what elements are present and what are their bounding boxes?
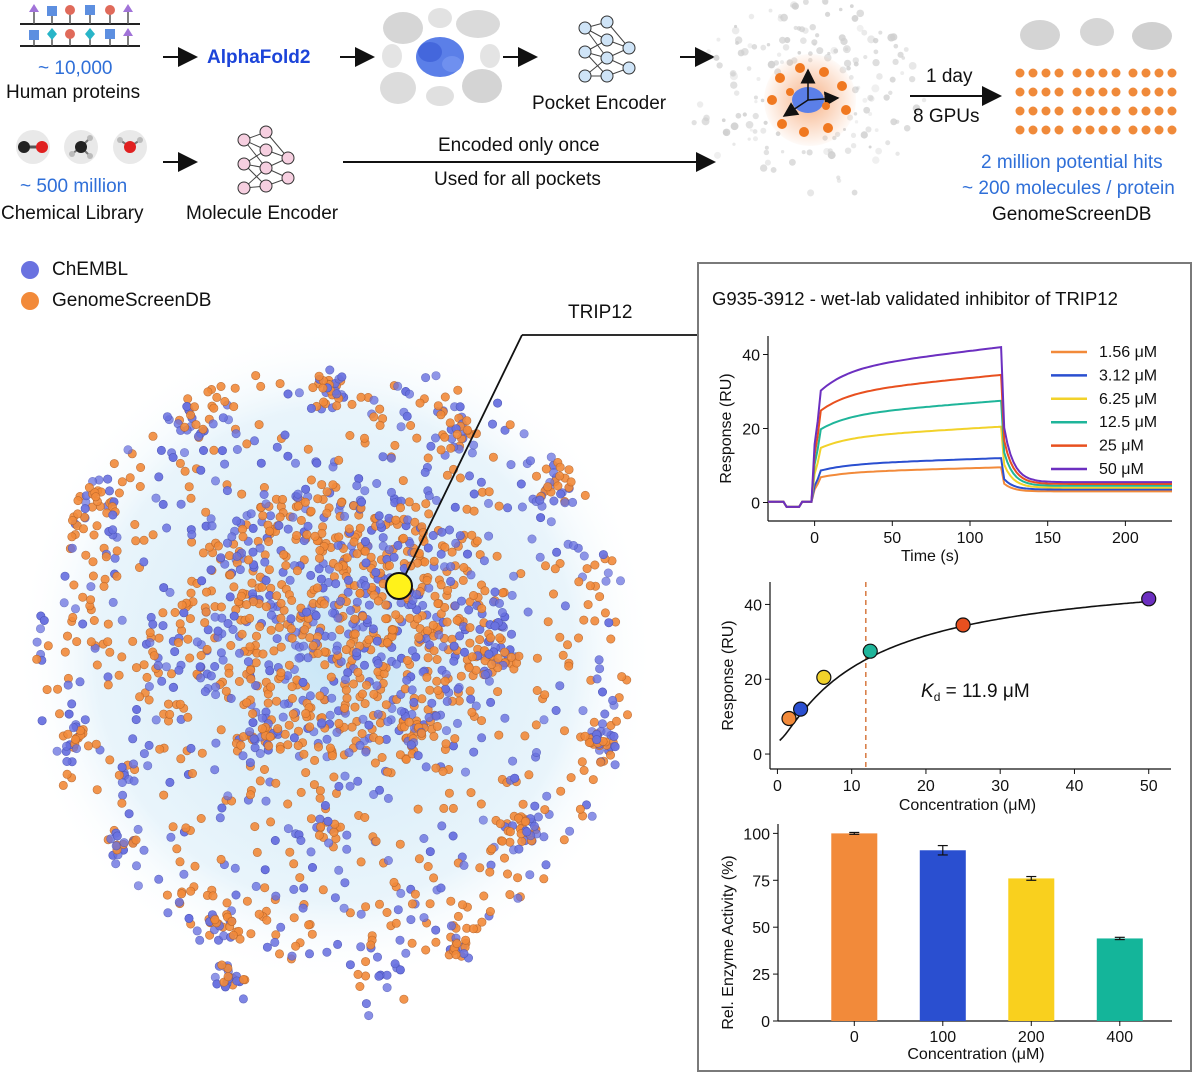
enzyme-bar (919, 850, 966, 1021)
chemical-label: Chemical Library (1, 203, 144, 224)
sensorgram-series-line (768, 466, 1172, 508)
sensorgram-legend-label: 6.25 μM (1099, 391, 1157, 408)
enzyme-xlabel: Concentration (μM) (907, 1046, 1044, 1063)
gpu-label: 8 GPUs (913, 106, 980, 127)
dose-point (862, 643, 878, 659)
protein-label: Human proteins (6, 82, 141, 103)
sensorgram-xtick-label: 0 (810, 530, 819, 547)
dose-xtick-label: 10 (843, 778, 861, 795)
enzyme-ytick-label: 75 (752, 873, 770, 890)
sensorgram-chart: 0 50 100 150 200 0 20 40 Time (s) Response (RU) 1.… (718, 336, 1172, 565)
kd-annotation: Kd = 11.9 μM (921, 681, 1030, 704)
legend-genomescreen-label: GenomeScreenDB (52, 290, 212, 311)
embedding-scatter (15, 325, 697, 1021)
dose-point (816, 669, 832, 685)
legend-markers (21, 261, 39, 310)
enzyme-ytick-label: 0 (761, 1014, 770, 1031)
sensorgram-xtick-label: 100 (957, 530, 984, 547)
enzyme-ytick-label: 50 (752, 920, 770, 937)
protein-count: ~ 10,000 (38, 58, 113, 79)
sensorgram-legend-label: 3.12 μM (1099, 367, 1157, 384)
molecule-icons (16, 130, 147, 164)
enzyme-bar (1096, 938, 1143, 1021)
molecule-encoder-label: Molecule Encoder (186, 203, 339, 224)
alphafold-label: AlphaFold2 (207, 47, 311, 68)
trip12-marker (385, 572, 413, 600)
enzyme-xtick-label: 400 (1106, 1029, 1133, 1046)
pipeline-graphics (16, 0, 1177, 197)
enzyme-bar (831, 833, 878, 1021)
used-for-all-label: Used for all pockets (434, 169, 601, 190)
dose-xtick-label: 50 (1140, 778, 1158, 795)
sensorgram-ytick-label: 40 (742, 348, 760, 365)
sensorgram-ytick-label: 20 (742, 422, 760, 439)
trip12-label: TRIP12 (568, 302, 633, 323)
dose-xtick-label: 30 (991, 778, 1009, 795)
dose-point (955, 617, 971, 633)
dose-point (781, 710, 797, 727)
sensorgram-legend-label: 12.5 μM (1099, 414, 1157, 431)
dose-ytick-label: 20 (744, 672, 762, 689)
sensorgram-xtick-label: 150 (1034, 530, 1061, 547)
enzyme-xtick-label: 0 (850, 1029, 859, 1046)
enzyme-bar (1008, 878, 1055, 1021)
trip12-callout-line (399, 334, 523, 587)
hits-label: 2 million potential hits (981, 152, 1163, 173)
pocket-encoder-network-icon (578, 15, 636, 83)
chemical-count: ~ 500 million (20, 176, 128, 197)
legend-chembl-marker (21, 261, 39, 279)
dose-ytick-label: 0 (753, 747, 762, 764)
hit-grid-icon (1015, 18, 1177, 135)
enzyme-ylabel: Rel. Enzyme Activity (%) (720, 855, 737, 1029)
db-name-label: GenomeScreenDB (992, 204, 1152, 225)
pocket-encoder-label: Pocket Encoder (532, 93, 667, 114)
sensorgram-series-line (768, 457, 1172, 508)
per-protein-label: ~ 200 molecules / protein (962, 178, 1175, 199)
sensorgram-legend-label: 50 μM (1099, 461, 1144, 478)
enzyme-ytick-label: 25 (752, 967, 770, 984)
legend-chembl-label: ChEMBL (52, 259, 129, 280)
dose-xtick-label: 20 (917, 778, 935, 795)
legend-genomescreen-marker (21, 292, 39, 310)
enzyme-xtick-label: 200 (1018, 1029, 1045, 1046)
panel-title: G935-3912 - wet-lab validated inhibitor … (712, 288, 1118, 309)
dose-xtick-label: 40 (1066, 778, 1084, 795)
sensorgram-ylabel: Response (RU) (718, 373, 735, 483)
time-label: 1 day (926, 66, 973, 87)
encoded-once-label: Encoded only once (438, 135, 600, 156)
screening-sphere-icon (691, 0, 927, 197)
sensorgram-xlabel: Time (s) (901, 548, 959, 565)
dose-ytick-label: 40 (744, 597, 762, 614)
sensorgram-xtick-label: 200 (1112, 530, 1139, 547)
sensorgram-series-line (768, 373, 1172, 508)
sensorgram-xtick-label: 50 (883, 530, 901, 547)
dose-xlabel: Concentration (μM) (899, 797, 1036, 814)
dose-point (1141, 591, 1157, 607)
sensorgram-legend-label: 1.56 μM (1099, 344, 1157, 361)
molecule-encoder-network-icon (237, 125, 295, 195)
enzyme-ytick-label: 100 (743, 826, 770, 843)
enzyme-xtick-label: 100 (929, 1029, 956, 1046)
protein-structures-icon (380, 8, 502, 106)
dose-point (792, 701, 809, 717)
dose-xtick-label: 0 (773, 778, 782, 795)
sensorgram-series-line (768, 345, 1172, 508)
sensorgram-ytick-label: 0 (751, 496, 760, 513)
sensorgram-series-line (768, 425, 1172, 508)
protein-sequence-icon (20, 4, 140, 47)
sensorgram-series-line (768, 399, 1172, 508)
sensorgram-legend-label: 25 μM (1099, 438, 1144, 455)
dose-response-chart: 0 10 20 30 40 50 0 20 40 Concentration (μM) Respon… (720, 582, 1171, 814)
dose-ylabel: Response (RU) (720, 620, 737, 730)
validation-panel: G935-3912 - wet-lab validated inhibitor … (697, 262, 1192, 1072)
